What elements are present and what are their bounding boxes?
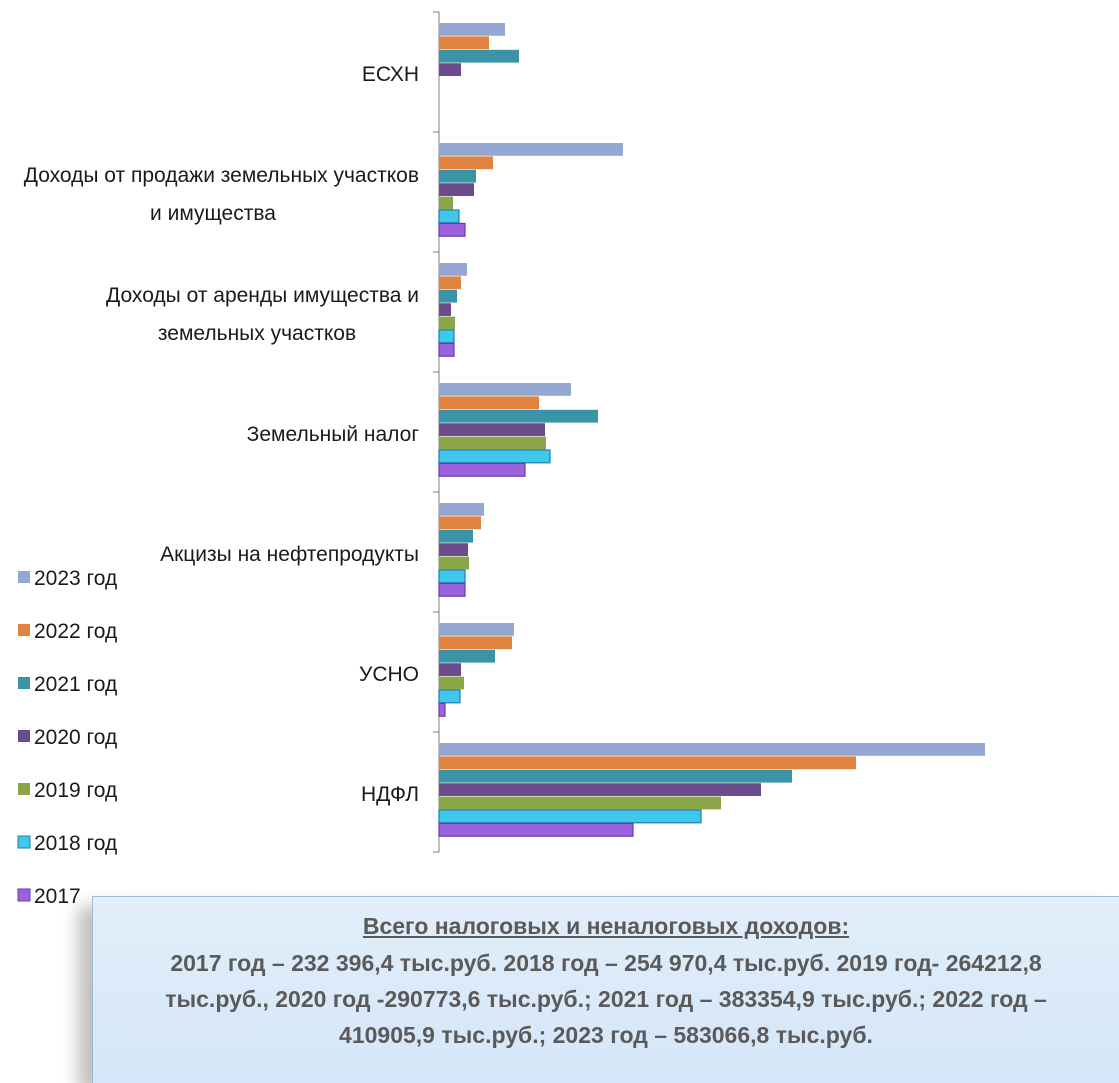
legend-label: 2017	[34, 885, 81, 908]
summary-box: Всего налоговых и неналоговых доходов: 2…	[92, 896, 1119, 1083]
bar	[439, 436, 546, 450]
bar	[439, 676, 464, 690]
bar	[439, 383, 571, 396]
bar	[439, 529, 473, 543]
bar	[438, 329, 455, 344]
bar	[439, 516, 481, 530]
bar	[438, 342, 455, 357]
legend-label: 2019 год	[34, 779, 117, 802]
bar	[439, 49, 519, 63]
category-label: Доходы от аренды имущества и	[106, 284, 419, 307]
bar	[439, 663, 461, 676]
bar	[439, 543, 468, 556]
bar	[439, 36, 489, 50]
category-label: земельных участков	[158, 322, 356, 345]
summary-text: 2017 год – 232 396,4 тыс.руб. 2018 год –…	[165, 950, 1047, 1048]
legend-swatch	[18, 571, 30, 583]
bar	[439, 63, 461, 76]
bar	[438, 822, 634, 837]
legend-swatch	[18, 730, 30, 742]
axis	[433, 11, 440, 853]
bar	[438, 449, 551, 464]
legend-swatch	[18, 677, 30, 689]
legend: 2023 год 2022 год 2021 год 2020 год 2019 год…	[17, 567, 117, 908]
category-labels: ЕСХН Доходы от продажи земельных участков…	[24, 63, 420, 806]
bar	[439, 503, 484, 516]
category-label: Земельный налог	[247, 423, 420, 446]
legend-label: 2023 год	[34, 567, 117, 590]
bar	[439, 409, 598, 423]
summary-title: Всего налоговых и неналоговых доходов:	[362, 913, 850, 939]
bar	[439, 396, 539, 410]
bar	[439, 649, 495, 663]
legend-label: 2022 год	[34, 620, 117, 643]
category-label: ЕСХН	[362, 63, 419, 86]
bar	[438, 222, 466, 237]
legend-label: 2020 год	[34, 726, 117, 749]
category-label: УСНО	[359, 663, 419, 686]
bar	[439, 169, 476, 183]
bar	[439, 276, 461, 290]
bars	[438, 23, 985, 837]
bar	[439, 183, 474, 196]
bar	[439, 623, 514, 636]
legend-swatch	[17, 888, 31, 902]
bar	[439, 783, 761, 796]
bar	[439, 743, 985, 756]
bar	[438, 209, 460, 224]
legend-swatch	[17, 835, 31, 849]
bar	[439, 263, 467, 276]
bar	[439, 143, 623, 156]
bar	[439, 289, 457, 303]
bar	[438, 689, 461, 704]
bar	[439, 23, 505, 36]
bar	[439, 756, 856, 770]
category-label: НДФЛ	[361, 783, 419, 806]
bar	[439, 796, 721, 810]
legend-swatch	[18, 624, 30, 636]
legend-label: 2021 год	[34, 673, 117, 696]
bar	[439, 156, 493, 170]
bar	[438, 582, 466, 597]
legend-label: 2018 год	[34, 832, 117, 855]
bar	[439, 636, 512, 650]
legend-swatch	[18, 783, 30, 795]
bar	[438, 809, 702, 824]
bar	[439, 423, 545, 436]
bar	[439, 196, 453, 210]
bar	[438, 462, 526, 477]
category-label: Акцизы на нефтепродукты	[160, 543, 419, 566]
category-label: Доходы от продажи земельных участков	[24, 164, 419, 187]
bar	[439, 556, 469, 570]
bar	[438, 569, 466, 584]
bar	[439, 316, 455, 330]
bar	[439, 769, 792, 783]
bar	[438, 702, 446, 717]
bar	[439, 303, 451, 316]
category-label: и имущества	[150, 202, 276, 225]
